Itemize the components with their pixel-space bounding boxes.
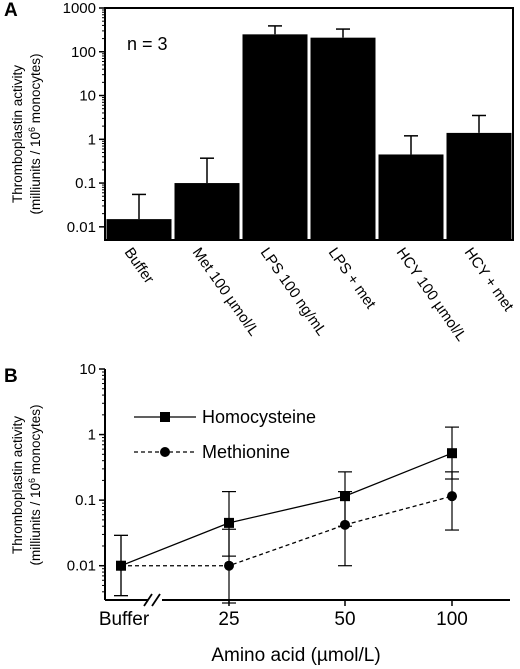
panel-a-bar (446, 132, 512, 240)
panel-a-annotation: n = 3 (127, 34, 168, 54)
panel-b-legend-label: Methionine (202, 442, 290, 462)
panel-b-axes (104, 369, 510, 607)
panel-b-markers (116, 448, 457, 571)
panel-b-x-tick-label: Buffer (99, 609, 150, 630)
panel-a-category-label: LPS 100 ng/mL (257, 245, 330, 339)
panel-b-marker-square (340, 491, 350, 502)
panel-b-y-tick-label: 0.1 (75, 492, 96, 509)
panel-b-legend: Homocysteine Methionine (134, 407, 316, 462)
panel-b-y-axis-label: Thromboplastin activity (milliunits / 10… (10, 404, 43, 565)
panel-a-y-tick-label: 0.1 (75, 175, 96, 192)
panel-b-y-tick-label: 10 (79, 361, 96, 378)
panel-b-series-lines (120, 452, 453, 567)
panel-b-series-line-methionine (121, 495, 453, 567)
panel-a: A Thromboplastin activity (milliunits / … (4, 0, 517, 344)
panel-a-plot-frame (104, 7, 514, 241)
panel-a-bar (242, 34, 308, 240)
panel-a-bars (106, 34, 512, 240)
panel-a-category-label: Met 100 µmol/L (189, 245, 262, 340)
panel-a-ylabel-line2: (milliunits / 106 monocytes) (27, 53, 43, 214)
panel-a-category-label: Buffer (121, 245, 158, 287)
panel-b-axis-break-mark (143, 593, 153, 607)
panel-b-marker-square (447, 448, 457, 459)
panel-b-x-tick-label: 25 (218, 609, 239, 630)
panel-b-marker-circle (447, 491, 457, 502)
panel-b-y-tick-label: 1 (88, 427, 96, 444)
panel-b-marker-square (224, 517, 234, 528)
panel-a-y-tick-label: 100 (71, 44, 96, 61)
panel-a-letter: A (4, 0, 18, 21)
panel-a-y-ticks: 0.01 0.1 1 10 100 1000 (63, 0, 105, 236)
panel-a-category-label: HCY + met (461, 245, 518, 316)
panel-a-bar (174, 183, 240, 240)
panel-b-marker-circle (224, 560, 234, 571)
panel-b-x-axis-label: Amino acid (µmol/L) (211, 645, 380, 666)
panel-b-legend-marker-circle (160, 447, 170, 457)
panel-a-y-axis-label: Thromboplastin activity (milliunits / 10… (10, 53, 43, 214)
panel-a-category-label: HCY 100 µmol/L (393, 245, 470, 345)
panel-b-marker-circle (340, 519, 350, 530)
panel-b-ylabel-line2: (milliunits / 106 monocytes) (27, 404, 43, 565)
panel-b-x-ticks: Buffer 25 50 100 (99, 600, 468, 630)
panel-b-legend-label: Homocysteine (202, 407, 316, 427)
panel-a-bar (378, 154, 444, 240)
panel-b-y-ticks: 0.01 0.1 1 10 (67, 361, 105, 593)
panel-b-series-line-homocysteine (120, 452, 453, 567)
panel-b-axis-break-mark (151, 593, 161, 607)
panel-a-y-tick-label: 1 (88, 131, 96, 148)
panel-b-x-tick-label: 100 (436, 609, 468, 630)
panel-a-ylabel-line1: Thromboplastin activity (10, 65, 25, 203)
panel-b-y-tick-label: 0.01 (67, 558, 96, 575)
panel-a-bar (310, 37, 376, 240)
panel-a-y-tick-label: 0.01 (67, 219, 96, 236)
panel-a-bar (106, 219, 172, 240)
panel-b-legend-marker-square (160, 412, 170, 422)
panel-b: B Thromboplastin activity (milliunits / … (4, 361, 510, 666)
panel-b-marker-circle (116, 560, 126, 571)
panel-b-ylabel-line1: Thromboplastin activity (10, 416, 25, 554)
panel-b-x-tick-label: 50 (334, 609, 355, 630)
panel-a-category-label: LPS + met (325, 245, 380, 313)
panel-a-y-tick-label: 10 (79, 88, 96, 105)
panel-a-y-tick-label: 1000 (63, 0, 96, 17)
panel-b-letter: B (4, 366, 18, 387)
